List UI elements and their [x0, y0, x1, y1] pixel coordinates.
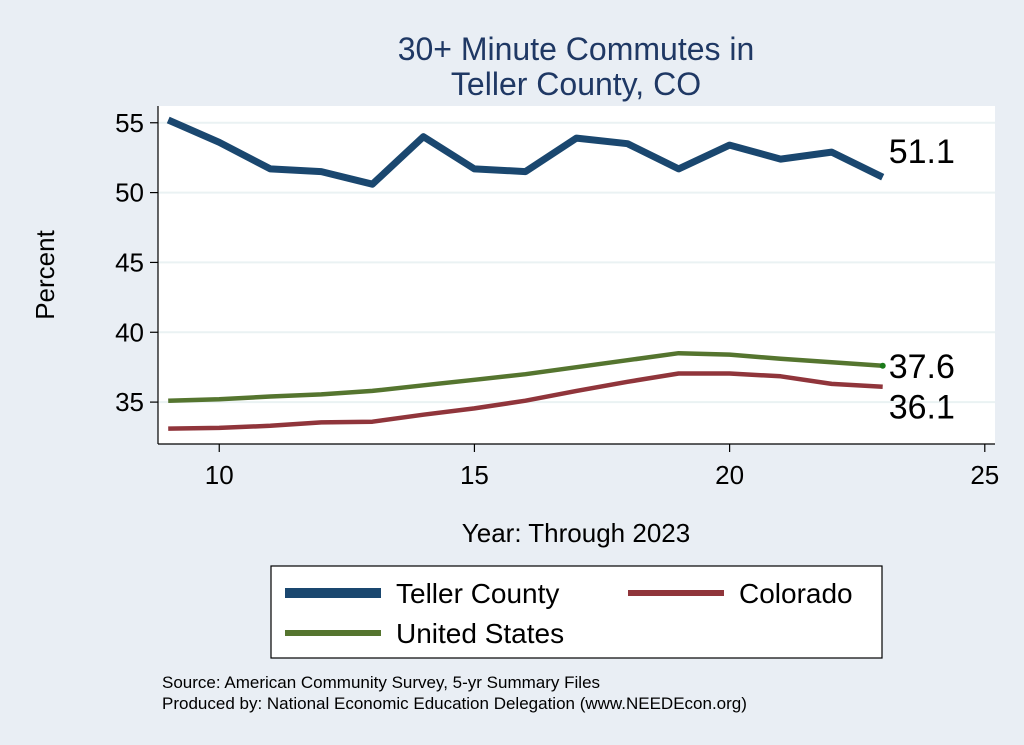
legend-label: Teller County	[396, 578, 559, 609]
source-note: Source: American Community Survey, 5-yr …	[162, 673, 600, 692]
chart-title-line-1: 30+ Minute Commutes in	[398, 31, 755, 67]
legend-label: Colorado	[739, 578, 853, 609]
end-labels: 51.1 36.137.6	[889, 133, 955, 427]
series-line-united-states	[168, 350, 883, 403]
series-group	[166, 116, 886, 431]
chart-title-line-2: Teller County, CO	[451, 66, 701, 102]
x-tick-label: 10	[205, 460, 234, 490]
produced-by-note: Produced by: National Economic Education…	[162, 694, 747, 713]
series-end-marker	[879, 362, 886, 369]
y-axis-label: Percent	[30, 229, 60, 319]
y-tick-label: 35	[115, 387, 144, 417]
x-tick-label: 20	[715, 460, 744, 490]
end-label-colorado: 36.1	[889, 389, 955, 427]
x-tick-label: 15	[460, 460, 489, 490]
x-tick-label: 25	[970, 460, 999, 490]
series-line-teller-county	[166, 116, 885, 188]
end-label-united-states: 37.6	[889, 348, 955, 386]
y-tick-label: 40	[115, 317, 144, 347]
series-line-colorado	[168, 371, 883, 431]
legend: Teller County Colorado United States	[285, 578, 853, 649]
grid-lines	[158, 121, 995, 404]
y-axis-ticks: 35 40 45 50 55	[115, 108, 158, 417]
x-axis-ticks: 10 15 20 25	[205, 444, 999, 490]
legend-box	[270, 565, 883, 659]
legend-label: United States	[396, 618, 564, 649]
x-axis-label: Year: Through 2023	[462, 518, 690, 548]
y-tick-label: 50	[115, 178, 144, 208]
end-label-teller-county: 51.1	[889, 133, 955, 171]
y-tick-label: 55	[115, 108, 144, 138]
plot-area	[158, 106, 995, 444]
y-tick-label: 45	[115, 247, 144, 277]
